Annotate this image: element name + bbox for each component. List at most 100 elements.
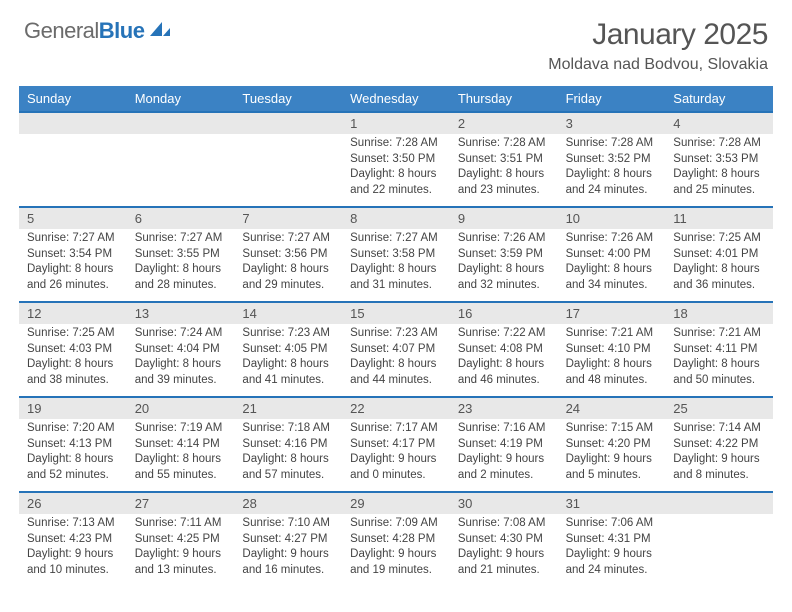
day-cell: Sunrise: 7:14 AMSunset: 4:22 PMDaylight:… xyxy=(665,419,773,491)
logo-sail-icon xyxy=(148,20,172,43)
day-cell: Sunrise: 7:28 AMSunset: 3:52 PMDaylight:… xyxy=(558,134,666,206)
day-cell: Sunrise: 7:24 AMSunset: 4:04 PMDaylight:… xyxy=(127,324,235,396)
day-cell xyxy=(665,514,773,586)
day-number: 10 xyxy=(558,208,666,229)
daylight-text-1: Daylight: 8 hours xyxy=(458,167,550,183)
day-number: 26 xyxy=(19,493,127,514)
sunrise-text: Sunrise: 7:11 AM xyxy=(135,516,227,532)
calendar-week: 19202122232425Sunrise: 7:20 AMSunset: 4:… xyxy=(19,396,773,491)
daylight-text-1: Daylight: 8 hours xyxy=(566,262,658,278)
sunrise-text: Sunrise: 7:25 AM xyxy=(27,326,119,342)
sunset-text: Sunset: 4:14 PM xyxy=(135,437,227,453)
sunset-text: Sunset: 4:10 PM xyxy=(566,342,658,358)
daylight-text-2: and 46 minutes. xyxy=(458,373,550,389)
day-cell: Sunrise: 7:27 AMSunset: 3:56 PMDaylight:… xyxy=(234,229,342,301)
sunset-text: Sunset: 3:58 PM xyxy=(350,247,442,263)
daylight-text-1: Daylight: 8 hours xyxy=(242,262,334,278)
daylight-text-2: and 38 minutes. xyxy=(27,373,119,389)
daylight-text-2: and 57 minutes. xyxy=(242,468,334,484)
daylight-text-1: Daylight: 9 hours xyxy=(673,452,765,468)
day-cell: Sunrise: 7:21 AMSunset: 4:11 PMDaylight:… xyxy=(665,324,773,396)
sunrise-text: Sunrise: 7:26 AM xyxy=(458,231,550,247)
sunrise-text: Sunrise: 7:27 AM xyxy=(242,231,334,247)
sunrise-text: Sunrise: 7:13 AM xyxy=(27,516,119,532)
sunset-text: Sunset: 3:50 PM xyxy=(350,152,442,168)
day-number: 4 xyxy=(665,113,773,134)
sunset-text: Sunset: 3:59 PM xyxy=(458,247,550,263)
daylight-text-1: Daylight: 8 hours xyxy=(135,262,227,278)
daylight-text-2: and 41 minutes. xyxy=(242,373,334,389)
sunset-text: Sunset: 4:13 PM xyxy=(27,437,119,453)
day-cell: Sunrise: 7:17 AMSunset: 4:17 PMDaylight:… xyxy=(342,419,450,491)
sunset-text: Sunset: 3:56 PM xyxy=(242,247,334,263)
sunrise-text: Sunrise: 7:20 AM xyxy=(27,421,119,437)
day-number: 27 xyxy=(127,493,235,514)
day-number: 29 xyxy=(342,493,450,514)
day-number: 22 xyxy=(342,398,450,419)
daylight-text-1: Daylight: 8 hours xyxy=(350,262,442,278)
sunrise-text: Sunrise: 7:21 AM xyxy=(673,326,765,342)
day-cell: Sunrise: 7:16 AMSunset: 4:19 PMDaylight:… xyxy=(450,419,558,491)
day-cell: Sunrise: 7:13 AMSunset: 4:23 PMDaylight:… xyxy=(19,514,127,586)
daylight-text-1: Daylight: 8 hours xyxy=(458,357,550,373)
day-number: 3 xyxy=(558,113,666,134)
day-number: 13 xyxy=(127,303,235,324)
daylight-text-2: and 31 minutes. xyxy=(350,278,442,294)
sunset-text: Sunset: 3:51 PM xyxy=(458,152,550,168)
day-header-wednesday: Wednesday xyxy=(342,86,450,111)
day-cell: Sunrise: 7:22 AMSunset: 4:08 PMDaylight:… xyxy=(450,324,558,396)
header: GeneralBlue January 2025 Moldava nad Bod… xyxy=(0,0,792,80)
title-block: January 2025 Moldava nad Bodvou, Slovaki… xyxy=(548,18,768,74)
daylight-text-2: and 25 minutes. xyxy=(673,183,765,199)
sunset-text: Sunset: 4:03 PM xyxy=(27,342,119,358)
daylight-text-2: and 52 minutes. xyxy=(27,468,119,484)
sunrise-text: Sunrise: 7:19 AM xyxy=(135,421,227,437)
sunrise-text: Sunrise: 7:08 AM xyxy=(458,516,550,532)
logo: GeneralBlue xyxy=(24,18,172,44)
sunrise-text: Sunrise: 7:25 AM xyxy=(673,231,765,247)
daylight-text-1: Daylight: 8 hours xyxy=(458,262,550,278)
sunset-text: Sunset: 4:27 PM xyxy=(242,532,334,548)
daylight-text-2: and 39 minutes. xyxy=(135,373,227,389)
sunrise-text: Sunrise: 7:10 AM xyxy=(242,516,334,532)
day-number: 23 xyxy=(450,398,558,419)
logo-text-general: General xyxy=(24,18,99,43)
daynum-row: 1234 xyxy=(19,113,773,134)
day-cell: Sunrise: 7:28 AMSunset: 3:50 PMDaylight:… xyxy=(342,134,450,206)
sunrise-text: Sunrise: 7:28 AM xyxy=(350,136,442,152)
daylight-text-2: and 10 minutes. xyxy=(27,563,119,579)
daylight-text-1: Daylight: 8 hours xyxy=(673,167,765,183)
daylight-text-1: Daylight: 8 hours xyxy=(350,167,442,183)
daylight-text-1: Daylight: 8 hours xyxy=(566,357,658,373)
day-header-monday: Monday xyxy=(127,86,235,111)
daylight-text-1: Daylight: 8 hours xyxy=(27,357,119,373)
day-cell: Sunrise: 7:26 AMSunset: 3:59 PMDaylight:… xyxy=(450,229,558,301)
daynum-row: 19202122232425 xyxy=(19,398,773,419)
daylight-text-2: and 36 minutes. xyxy=(673,278,765,294)
day-cell xyxy=(234,134,342,206)
day-number: 14 xyxy=(234,303,342,324)
day-number xyxy=(19,113,127,134)
day-number: 25 xyxy=(665,398,773,419)
sunrise-text: Sunrise: 7:28 AM xyxy=(673,136,765,152)
sunset-text: Sunset: 4:19 PM xyxy=(458,437,550,453)
day-number: 2 xyxy=(450,113,558,134)
daylight-text-2: and 28 minutes. xyxy=(135,278,227,294)
daylight-text-2: and 44 minutes. xyxy=(350,373,442,389)
sunset-text: Sunset: 4:08 PM xyxy=(458,342,550,358)
daylight-text-2: and 0 minutes. xyxy=(350,468,442,484)
daylight-text-1: Daylight: 8 hours xyxy=(350,357,442,373)
daylight-text-1: Daylight: 8 hours xyxy=(673,357,765,373)
daylight-text-2: and 29 minutes. xyxy=(242,278,334,294)
sunrise-text: Sunrise: 7:14 AM xyxy=(673,421,765,437)
daylight-text-2: and 50 minutes. xyxy=(673,373,765,389)
calendar: Sunday Monday Tuesday Wednesday Thursday… xyxy=(19,86,773,586)
day-cell: Sunrise: 7:26 AMSunset: 4:00 PMDaylight:… xyxy=(558,229,666,301)
day-number: 28 xyxy=(234,493,342,514)
day-cell: Sunrise: 7:10 AMSunset: 4:27 PMDaylight:… xyxy=(234,514,342,586)
daylight-text-2: and 34 minutes. xyxy=(566,278,658,294)
daylight-text-2: and 13 minutes. xyxy=(135,563,227,579)
sunset-text: Sunset: 3:53 PM xyxy=(673,152,765,168)
sunrise-text: Sunrise: 7:28 AM xyxy=(458,136,550,152)
sunset-text: Sunset: 4:28 PM xyxy=(350,532,442,548)
